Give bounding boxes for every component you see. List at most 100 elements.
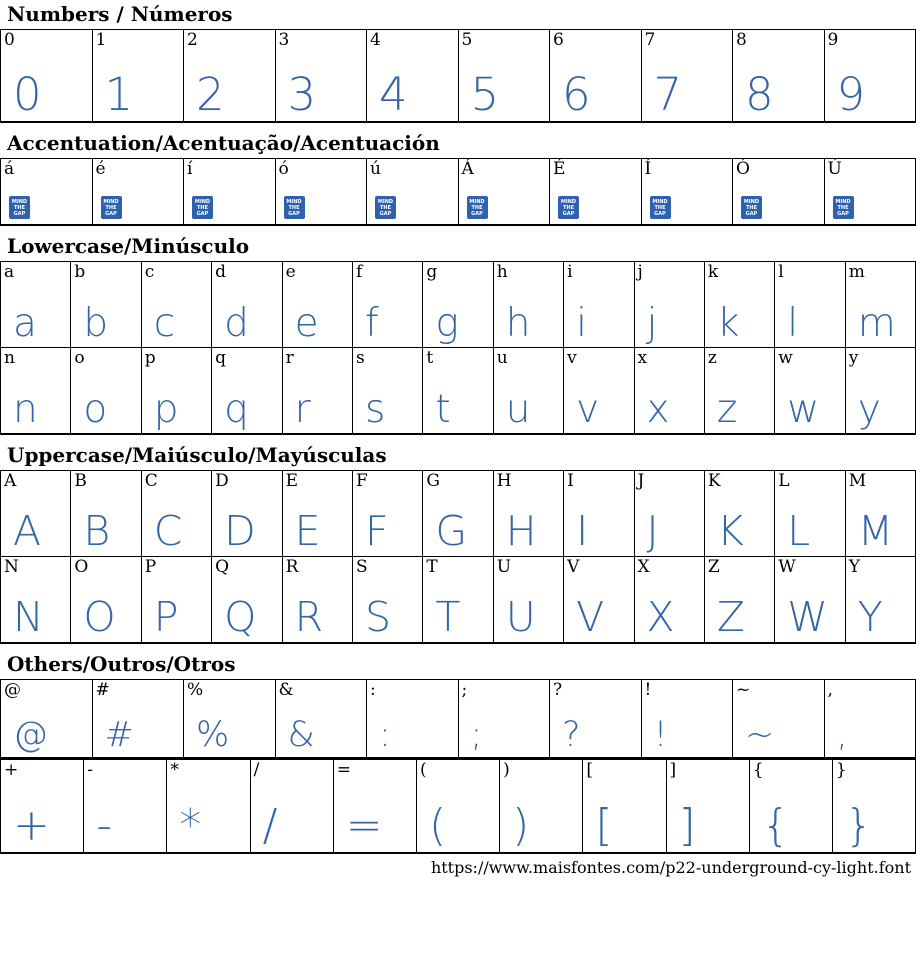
mind-the-gap-icon: MIND THE GAP [832, 196, 854, 219]
glyph-cell: Á MIND THE GAP [457, 159, 550, 224]
glyph-sample: H [505, 507, 537, 555]
glyph-sample: B [83, 507, 111, 555]
glyph-sample: F [364, 507, 389, 555]
mind-the-gap-line: MIND [743, 198, 760, 205]
glyph-sample: O [83, 593, 116, 641]
glyph-sample: 2 [196, 68, 225, 121]
mind-the-gap-line: THE [562, 204, 574, 211]
glyph-label: i [567, 262, 573, 282]
glyph-sample: q [224, 387, 249, 432]
glyph-table-others: @ @ # #%% & &::;;??!! ~ ~,, [0, 679, 916, 759]
glyph-sample: 6 [562, 68, 591, 121]
glyph-label: E [285, 471, 298, 491]
glyph-label: o [74, 348, 85, 368]
glyph-sample: m [857, 301, 896, 346]
glyph-label: z [707, 348, 717, 368]
glyph-label: ? [553, 680, 563, 700]
glyph-label: C [144, 471, 158, 491]
mind-the-gap-icon: MIND THE GAP [558, 196, 579, 219]
glyph-label: v [567, 348, 577, 368]
glyph-cell: ~ ~ [732, 680, 824, 757]
glyph-label: { [752, 760, 764, 780]
glyph-sample: t [435, 387, 451, 432]
glyph-sample: @ [13, 715, 48, 755]
glyph-cell: ,, [823, 680, 916, 757]
glyph-label: á [4, 159, 15, 179]
glyph-label: N [4, 557, 19, 577]
glyph-sample: e [294, 301, 319, 346]
glyph-cell: ?? [549, 680, 641, 757]
mind-the-gap-icon: MIND THE GAP [283, 196, 305, 219]
glyph-label: / [253, 760, 260, 780]
glyph-sample: M [857, 507, 894, 555]
glyph-label: K [707, 471, 721, 491]
glyph-label: I [567, 471, 574, 491]
glyph-sample: / [262, 800, 278, 851]
mind-the-gap-line: GAP [471, 210, 483, 217]
glyph-label: x [637, 348, 648, 368]
glyph-sample: V [576, 593, 605, 641]
glyph-sample: j [646, 301, 658, 346]
glyph-label: ( [419, 760, 427, 780]
specimen-sections: Numbers / Números 0 0 1 1 2 2 3 3 4 4 5 5 6 6 7 7 8 8 9 9 Acc… [0, 3, 916, 854]
glyph-label: n [4, 348, 15, 368]
mind-the-gap-line: THE [471, 204, 483, 211]
glyph-label: - [87, 760, 93, 780]
glyph-label: + [4, 760, 19, 780]
glyph-label: Ó [736, 159, 750, 179]
glyph-label: * [170, 760, 179, 780]
glyph-label: H [496, 471, 512, 491]
glyph-sample: s [364, 387, 386, 432]
mind-the-gap-icon: MIND THE GAP [9, 196, 30, 219]
mind-the-gap-line: THE [13, 204, 25, 211]
glyph-cell: í MIND THE GAP [183, 159, 275, 224]
glyph-label: : [370, 680, 376, 700]
glyph-label: X [637, 557, 650, 577]
glyph-label: M [848, 471, 867, 491]
glyph-row: á MIND THE GAP é MIND THE GAP í MIND THE GAP ó MIND TH… [1, 159, 915, 224]
mind-the-gap-line: MIND [377, 198, 394, 205]
glyph-sample: % [196, 715, 230, 755]
glyph-label: r [285, 348, 294, 368]
glyph-cell: -- [83, 760, 166, 852]
glyph-sample: S [364, 593, 391, 641]
glyph-label: ) [503, 760, 510, 780]
glyph-label: g [426, 262, 438, 282]
glyph-sample: z [716, 387, 738, 432]
glyph-sample: x [646, 387, 670, 432]
glyph-label: w [778, 348, 793, 368]
glyph-label: j [637, 262, 643, 282]
glyph-label: t [426, 348, 434, 368]
glyph-sample: 4 [379, 68, 408, 121]
glyph-sample: , [836, 715, 848, 755]
glyph-sample: I [576, 507, 589, 555]
glyph-label: & [278, 680, 294, 700]
glyph-label: y [848, 348, 859, 368]
glyph-sample: y [857, 387, 881, 432]
